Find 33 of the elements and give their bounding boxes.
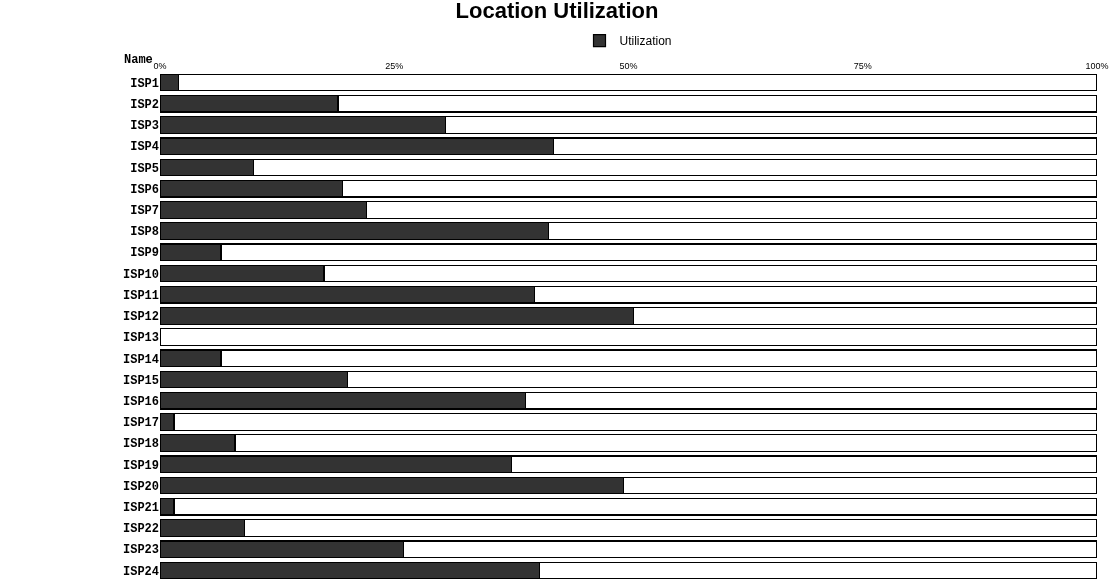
legend-label: Utilization [619, 34, 672, 49]
text: Name [124, 53, 153, 67]
x-tick-label: 25% [385, 61, 404, 72]
y-tick-label: ISP3 [130, 119, 159, 134]
y-tick-label: ISP8 [130, 225, 159, 240]
y-tick-label: ISP1 [130, 76, 159, 91]
bar [160, 328, 1097, 346]
y-tick-label: ISP17 [122, 416, 159, 431]
y-tick-label: ISP11 [122, 288, 159, 303]
y-tick-label: ISP22 [122, 522, 159, 537]
y-tick-label: ISP12 [122, 310, 159, 325]
x-tick-label: 75% [853, 61, 872, 72]
y-tick-label: ISP13 [122, 331, 159, 346]
y-tick-label: ISP2 [130, 98, 159, 113]
y-tick-label: ISP5 [130, 161, 159, 176]
chart-title: Location Utilization [455, 0, 659, 24]
y-tick-label: ISP18 [122, 437, 159, 452]
y-tick-label: ISP23 [122, 543, 159, 558]
y-tick-label: ISP7 [130, 204, 159, 219]
y-tick-label: ISP20 [122, 479, 159, 494]
y-tick-label: ISP24 [122, 564, 159, 579]
y-tick-label: ISP21 [122, 500, 159, 515]
y-tick-label: ISP14 [122, 352, 159, 367]
y-tick-label: ISP19 [122, 458, 159, 473]
x-tick-label: 50% [619, 61, 638, 72]
y-tick-label: ISP4 [130, 140, 159, 155]
y-tick-label: ISP15 [122, 373, 159, 388]
y-tick-label: ISP10 [122, 267, 159, 282]
x-tick-label: 100% [1085, 61, 1109, 72]
y-tick-label: ISP9 [130, 246, 159, 261]
y-tick-label: ISP16 [122, 394, 159, 409]
y-tick-label: ISP6 [130, 182, 159, 197]
x-tick-label: 0% [153, 61, 167, 72]
